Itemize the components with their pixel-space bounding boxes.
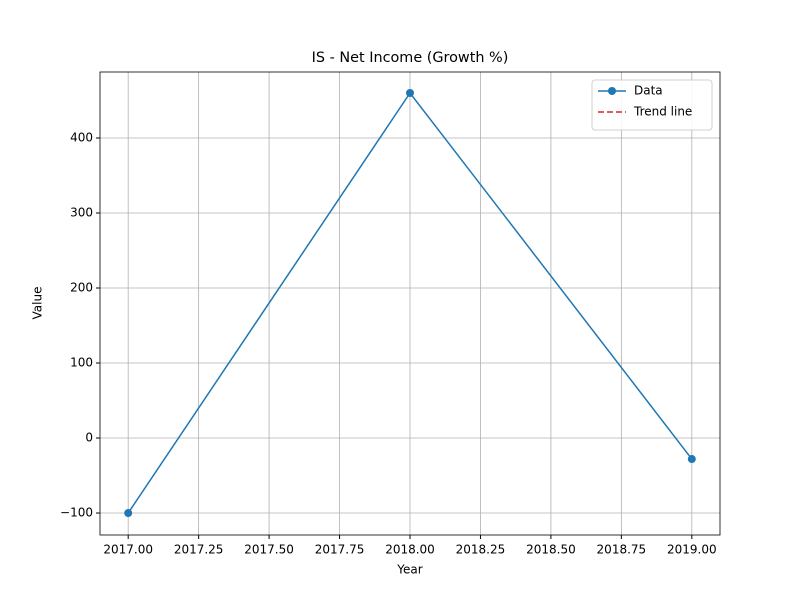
- data-point: [687, 455, 696, 464]
- data-point: [124, 509, 133, 518]
- legend-marker: [608, 87, 616, 95]
- y-tick-label: 100: [70, 356, 93, 370]
- x-tick-label: 2017.75: [315, 543, 365, 557]
- x-tick-label: 2018.25: [456, 543, 506, 557]
- x-tick-label: 2018.50: [526, 543, 576, 557]
- chart-title: IS - Net Income (Growth %): [312, 50, 509, 66]
- y-tick-label: 400: [70, 131, 93, 145]
- legend: Data Trend line: [591, 79, 713, 131]
- y-tick-label: 200: [70, 281, 93, 295]
- x-axis-label: Year: [396, 563, 422, 577]
- legend-box: [591, 79, 713, 131]
- x-tick-label: 2017.00: [103, 543, 153, 557]
- y-tick-label: −100: [60, 506, 93, 520]
- y-tick-label: 0: [85, 431, 93, 445]
- x-tick-label: 2017.50: [244, 543, 294, 557]
- legend-label: Data: [634, 84, 663, 98]
- x-tick-label: 2018.75: [597, 543, 647, 557]
- y-tick-label: 300: [70, 206, 93, 220]
- x-tick-label: 2019.00: [667, 543, 717, 557]
- x-tick-label: 2017.25: [174, 543, 224, 557]
- x-tick-label: 2018.00: [385, 543, 435, 557]
- data-point: [406, 89, 414, 98]
- y-axis-label: Value: [31, 287, 45, 320]
- legend-label: Trend line: [633, 105, 692, 119]
- plot-frame: [99, 71, 721, 536]
